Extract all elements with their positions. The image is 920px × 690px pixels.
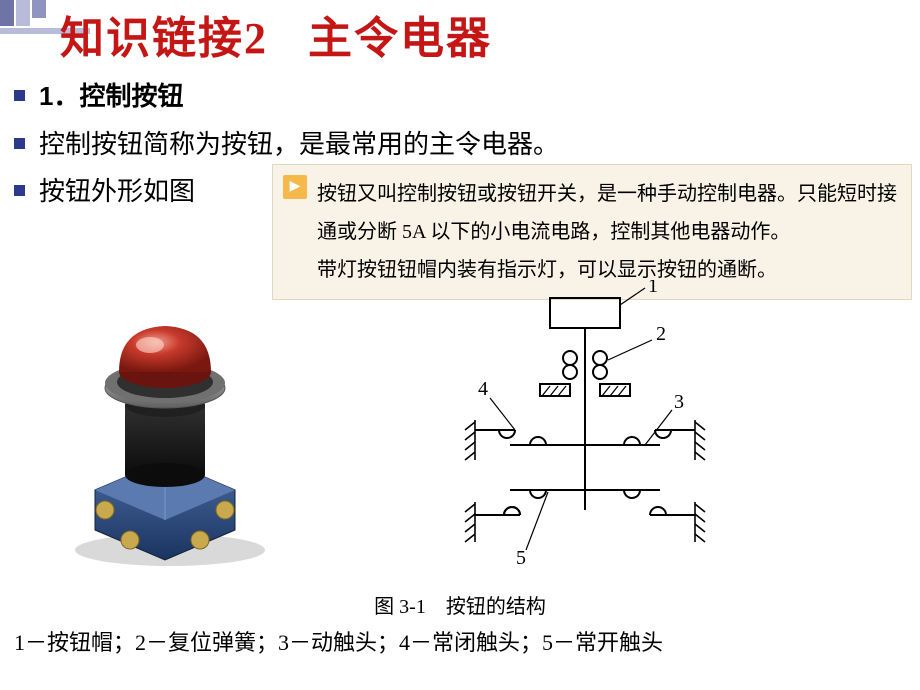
figure-legend: 1－按钮帽；2－复位弹簧；3－动触头；4－常闭触头；5－常开触头	[14, 625, 904, 657]
figure-caption: 图 3-1 按钮的结构	[0, 590, 920, 619]
bullet-icon	[14, 90, 25, 101]
bullet-icon	[14, 185, 25, 196]
diagram-label-1: 1	[648, 280, 658, 297]
bullet-text: 控制按钮简称为按钮，是最常用的主令电器。	[39, 126, 559, 164]
title-right: 主令电器	[308, 14, 492, 63]
button-structure-diagram: 1 2 3 4 5	[420, 280, 750, 580]
bullet-item: 控制按钮简称为按钮，是最常用的主令电器。	[14, 126, 894, 164]
title-left: 知识链接2	[60, 14, 268, 63]
slide-title: 知识链接2 主令电器	[60, 2, 492, 66]
arrow-right-icon: ▶	[283, 175, 307, 199]
diagram-label-4: 4	[478, 378, 488, 400]
diagram-label-5: 5	[516, 547, 526, 569]
bullet-text: 1．控制按钮	[39, 78, 183, 116]
bullet-icon	[14, 138, 25, 149]
bullet-item: 1．控制按钮	[14, 78, 894, 116]
diagram-label-3: 3	[674, 391, 684, 413]
bullet-text: 按钮外形如图	[39, 173, 195, 211]
info-line: 按钮又叫控制按钮或按钮开关，是一种手动控制电器。只能短时接通或分断 5A 以下的…	[317, 175, 897, 251]
button-photo	[40, 300, 290, 570]
diagram-label-2: 2	[656, 323, 666, 345]
